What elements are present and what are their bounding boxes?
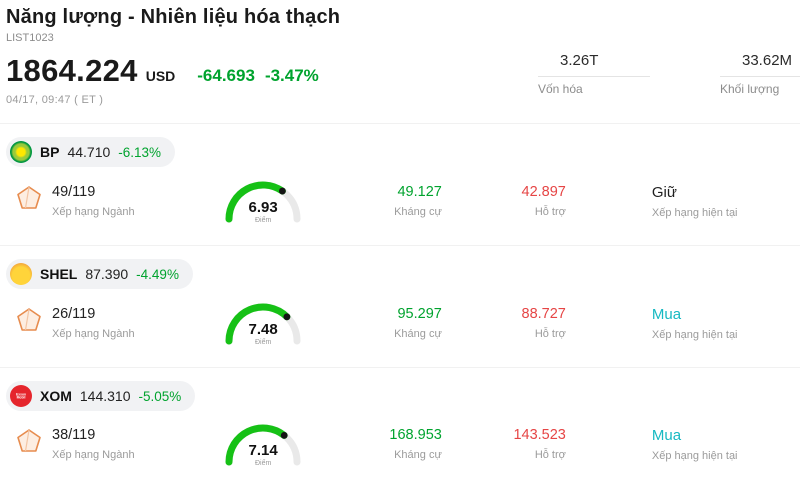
rating-value: Mua: [651, 306, 682, 323]
market-cap-label: Vốn hóa: [538, 76, 650, 96]
rating-label: Xếp hạng hiện tại: [651, 329, 738, 341]
stat-volume: 33.62M Khối lượng: [720, 52, 800, 96]
rank-badge-icon: [16, 184, 42, 211]
exxonmobil-logo-icon: Exxon Mobil: [10, 385, 32, 408]
exxonmobil-logo-text: Exxon Mobil: [15, 392, 27, 400]
rating-value: Giữ: [651, 184, 677, 201]
support-label: Hỗ trợ: [534, 449, 566, 462]
rank-badge-icon: [16, 427, 42, 454]
score-label: Điểm: [254, 339, 272, 346]
volume-label: Khối lượng: [720, 76, 800, 96]
rank-badge-icon: [16, 306, 42, 333]
resistance-cell: 168.953 Kháng cự: [333, 427, 442, 462]
volume-value: 33.62M: [742, 52, 793, 69]
stock-metrics-row: 38/119 Xếp hạng Ngành 7.14 Điểm 168.953 …: [6, 424, 800, 470]
support-cell: 88.727 Hỗ trợ: [442, 306, 566, 340]
support-value: 143.523: [513, 427, 566, 444]
score-value: 7.48: [248, 321, 278, 338]
score-gauge-cell: 7.14 Điểm: [194, 422, 333, 470]
support-value: 88.727: [521, 306, 566, 322]
resistance-label: Kháng cự: [394, 328, 442, 340]
bp-logo-icon: [10, 141, 32, 163]
industry-rank-value: 26/119: [52, 306, 96, 322]
stock-price: 44.710: [67, 144, 111, 160]
industry-rank-label: Xếp hạng Ngành: [52, 328, 135, 340]
currency-label: USD: [145, 68, 176, 84]
resistance-cell: 49.127 Kháng cự: [333, 184, 442, 218]
index-price: 1864.224: [6, 53, 138, 88]
stock-metrics-row: 26/119 Xếp hạng Ngành 7.48 Điểm 95.297 K…: [6, 303, 800, 349]
resistance-value: 168.953: [389, 427, 442, 444]
stock-section-bp: BP 44.710 -6.13% 49/119 Xếp hạng Ngành 6…: [0, 123, 800, 245]
resistance-cell: 95.297 Kháng cự: [333, 306, 442, 340]
score-label: Điểm: [254, 460, 272, 468]
industry-rank-cell: 49/119 Xếp hạng Ngành: [16, 184, 194, 218]
score-gauge: 7.14 Điểm: [221, 422, 305, 470]
stock-ticker: BP: [40, 144, 60, 160]
resistance-label: Kháng cự: [394, 449, 442, 462]
stock-price: 87.390: [85, 266, 129, 282]
index-price-row: 1864.224 USD -64.693 -3.47%: [6, 53, 800, 89]
stat-market-cap: 3.26T Vốn hóa: [538, 52, 650, 96]
rating-cell: Mua Xếp hạng hiện tại: [652, 306, 800, 341]
market-cap-value: 3.26T: [560, 52, 599, 69]
resistance-label: Kháng cự: [394, 206, 442, 218]
score-value: 6.93: [248, 199, 278, 216]
stock-section-xom: Exxon Mobil XOM 144.310 -5.05% 38/119 Xế…: [0, 367, 800, 489]
industry-rank-cell: 38/119 Xếp hạng Ngành: [16, 427, 194, 461]
score-gauge: 6.93 Điểm: [221, 179, 305, 227]
rating-value: Mua: [651, 427, 682, 445]
support-label: Hỗ trợ: [534, 328, 566, 340]
rating-label: Xếp hạng hiện tại: [651, 450, 738, 463]
stock-ticker: SHEL: [40, 266, 78, 282]
page-title: Năng lượng - Nhiên liệu hóa thạch: [6, 6, 341, 28]
stock-change-percent: -5.05%: [138, 388, 182, 404]
price-change: -64.693: [197, 66, 255, 85]
stock-section-shel: SHEL 87.390 -4.49% 26/119 Xếp hạng Ngành…: [0, 245, 800, 367]
stock-price: 144.310: [79, 388, 131, 405]
stock-change-percent: -4.49%: [136, 266, 179, 282]
score-gauge-cell: 6.93 Điểm: [194, 179, 333, 227]
stock-change-percent: -6.13%: [118, 144, 162, 160]
score-value: 7.14: [248, 442, 278, 460]
industry-rank-label: Xếp hạng Ngành: [52, 449, 135, 462]
resistance-value: 49.127: [397, 184, 442, 200]
stock-ticker: XOM: [40, 388, 72, 405]
price-change-percent: -3.47%: [264, 66, 319, 85]
shell-logo-icon: [10, 263, 32, 285]
quote-datetime: 04/17, 09:47 ( ET ): [6, 94, 104, 106]
score-label: Điểm: [254, 217, 272, 224]
stock-metrics-row: 49/119 Xếp hạng Ngành 6.93 Điểm 49.127 K…: [6, 181, 800, 227]
resistance-value: 95.297: [397, 306, 442, 322]
rating-label: Xếp hạng hiện tại: [651, 207, 738, 219]
industry-rank-cell: 26/119 Xếp hạng Ngành: [16, 306, 194, 340]
stock-pill-xom[interactable]: Exxon Mobil XOM 144.310 -5.05%: [6, 381, 196, 412]
list-id: LIST1023: [6, 32, 54, 44]
support-cell: 143.523 Hỗ trợ: [442, 427, 566, 462]
index-header: Năng lượng - Nhiên liệu hóa thạch LIST10…: [0, 0, 800, 123]
score-gauge-cell: 7.48 Điểm: [194, 301, 333, 349]
support-cell: 42.897 Hỗ trợ: [442, 184, 566, 218]
support-value: 42.897: [521, 184, 566, 200]
support-label: Hỗ trợ: [534, 206, 566, 218]
rating-cell: Giữ Xếp hạng hiện tại: [652, 184, 800, 219]
industry-rank-value: 38/119: [52, 427, 96, 444]
index-stats: 3.26T Vốn hóa 33.62M Khối lượng: [538, 52, 800, 96]
rating-cell: Mua Xếp hạng hiện tại: [652, 427, 800, 462]
stock-pill-shel[interactable]: SHEL 87.390 -4.49%: [6, 259, 193, 289]
industry-rank-label: Xếp hạng Ngành: [52, 206, 135, 218]
industry-rank-value: 49/119: [52, 184, 96, 200]
score-gauge: 7.48 Điểm: [221, 301, 305, 349]
stock-pill-bp[interactable]: BP 44.710 -6.13%: [6, 137, 176, 167]
